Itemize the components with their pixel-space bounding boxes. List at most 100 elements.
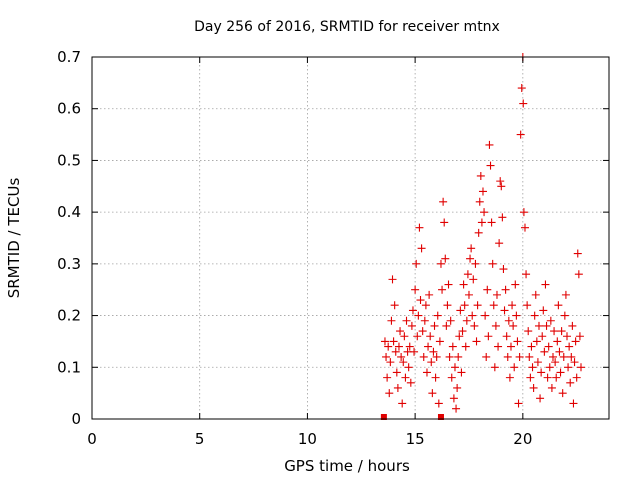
chart-title: Day 256 of 2016, SRMTID for receiver mtn…: [194, 19, 500, 35]
data-point: [442, 321, 451, 330]
data-point: [512, 311, 521, 320]
gap-marker: [437, 414, 444, 420]
data-point: [466, 254, 475, 263]
data-point: [494, 342, 503, 351]
data-point: [556, 368, 565, 377]
data-point: [447, 373, 456, 382]
y-axis-label: SRMTID / TECUs: [5, 178, 23, 299]
data-point: [400, 332, 409, 341]
data-point: [396, 327, 405, 336]
data-point: [525, 352, 534, 361]
data-point: [545, 363, 554, 372]
data-point: [506, 342, 515, 351]
data-point: [386, 358, 395, 367]
data-point: [444, 280, 453, 289]
data-point: [495, 239, 504, 248]
x-tick-label: 0: [87, 430, 97, 448]
data-point: [382, 352, 391, 361]
data-point: [572, 373, 581, 382]
data-point: [413, 332, 422, 341]
data-point: [562, 332, 571, 341]
data-point: [390, 301, 399, 310]
data-point: [410, 347, 419, 356]
data-point: [496, 177, 505, 186]
data-point: [468, 311, 477, 320]
x-tick-label: 10: [298, 430, 317, 448]
data-point: [425, 290, 434, 299]
data-point: [452, 404, 461, 413]
data-point: [455, 332, 464, 341]
data-point: [541, 280, 550, 289]
data-point: [426, 332, 435, 341]
data-point: [502, 332, 511, 341]
data-points: [380, 53, 585, 413]
data-point: [473, 301, 482, 310]
data-point: [567, 352, 576, 361]
data-point: [482, 352, 491, 361]
data-point: [412, 259, 421, 268]
data-point: [448, 342, 457, 351]
y-tick-label: 0.7: [57, 48, 81, 66]
data-point: [513, 337, 522, 346]
data-point: [383, 373, 392, 382]
data-point: [388, 275, 397, 284]
data-point: [568, 321, 577, 330]
data-point: [408, 306, 417, 315]
data-point: [440, 218, 449, 227]
data-point: [524, 327, 533, 336]
data-point: [571, 337, 580, 346]
data-point: [427, 358, 436, 367]
data-point: [404, 363, 413, 372]
data-point: [487, 218, 496, 227]
data-point: [522, 270, 531, 279]
x-tick-label: 20: [513, 430, 532, 448]
data-point: [499, 265, 508, 274]
data-point: [492, 290, 501, 299]
data-point: [576, 363, 585, 372]
data-point: [553, 337, 562, 346]
data-point: [514, 399, 523, 408]
data-point: [528, 363, 537, 372]
data-point: [460, 301, 469, 310]
data-point: [445, 352, 454, 361]
data-point: [508, 301, 517, 310]
data-point: [550, 327, 559, 336]
data-point: [421, 301, 430, 310]
data-point: [443, 301, 452, 310]
data-point: [539, 306, 548, 315]
gap-marker: [380, 414, 387, 420]
data-point: [477, 218, 486, 227]
data-point: [540, 347, 549, 356]
data-point: [558, 389, 567, 398]
data-point: [450, 363, 459, 372]
data-point: [490, 363, 499, 372]
data-point: [509, 321, 518, 330]
data-point: [533, 358, 542, 367]
data-point: [530, 311, 539, 320]
data-point: [474, 228, 483, 237]
y-tick-label: 0.3: [57, 255, 81, 273]
data-point: [459, 280, 468, 289]
data-point: [397, 352, 406, 361]
data-point: [560, 311, 569, 320]
grid-lines: [92, 57, 609, 419]
data-point: [467, 244, 476, 253]
data-point: [431, 373, 440, 382]
data-point: [523, 301, 532, 310]
data-point: [503, 352, 512, 361]
data-point: [481, 311, 490, 320]
data-point: [551, 358, 560, 367]
data-point: [424, 342, 433, 351]
x-axis-label: GPS time / hours: [284, 457, 410, 475]
data-point: [422, 368, 431, 377]
data-point: [559, 352, 568, 361]
data-point: [557, 327, 566, 336]
data-point: [544, 342, 553, 351]
data-point: [449, 394, 458, 403]
data-point: [537, 368, 546, 377]
data-point: [454, 352, 463, 361]
data-point: [387, 316, 396, 325]
data-point: [461, 342, 470, 351]
data-point: [489, 301, 498, 310]
data-point: [534, 321, 543, 330]
